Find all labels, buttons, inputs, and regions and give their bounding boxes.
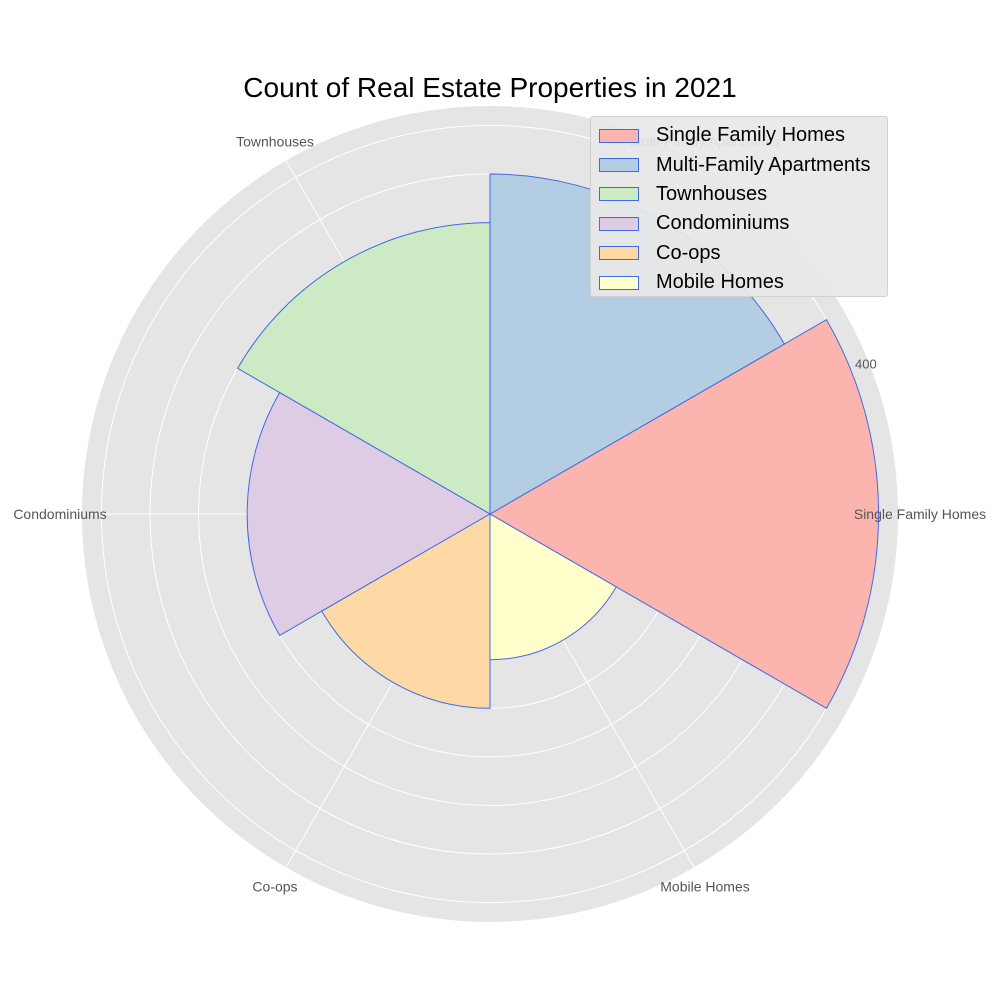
legend-swatch [599, 216, 639, 231]
legend-item: Townhouses [599, 180, 887, 209]
legend-label: Multi-Family Apartments [656, 153, 871, 176]
legend-label: Single Family Homes [656, 124, 845, 147]
category-label: Condominiums [13, 506, 106, 522]
legend-item: Mobile Homes [599, 268, 887, 297]
legend-label: Condominiums [656, 212, 790, 235]
legend-swatch [599, 158, 639, 173]
legend-swatch [599, 275, 639, 290]
category-label: Single Family Homes [854, 506, 986, 522]
legend-item: Condominiums [599, 209, 887, 238]
radial-tick-label: 400 [855, 356, 877, 371]
legend-item: Single Family Homes [599, 121, 887, 150]
legend: Single Family Homes Multi-Family Apartmen… [590, 116, 888, 297]
category-label: Mobile Homes [660, 878, 749, 894]
legend-item: Co-ops [599, 239, 887, 268]
bar-mobile-homes [489, 513, 617, 661]
bar-condominiums [246, 391, 491, 637]
legend-swatch [599, 246, 639, 261]
legend-swatch [599, 128, 639, 143]
legend-label: Townhouses [656, 182, 768, 205]
category-label: Townhouses [236, 134, 314, 150]
bar-co-ops [321, 513, 491, 709]
legend-label: Co-ops [656, 241, 721, 264]
chart-title: Count of Real Estate Properties in 2021 [243, 72, 736, 103]
legend-item: Multi-Family Apartments [599, 150, 887, 179]
legend-label: Mobile Homes [656, 271, 784, 294]
bar-single-family-homes [489, 319, 879, 709]
category-label: Co-ops [252, 878, 297, 894]
legend-swatch [599, 187, 639, 202]
bar-townhouses [236, 222, 491, 515]
